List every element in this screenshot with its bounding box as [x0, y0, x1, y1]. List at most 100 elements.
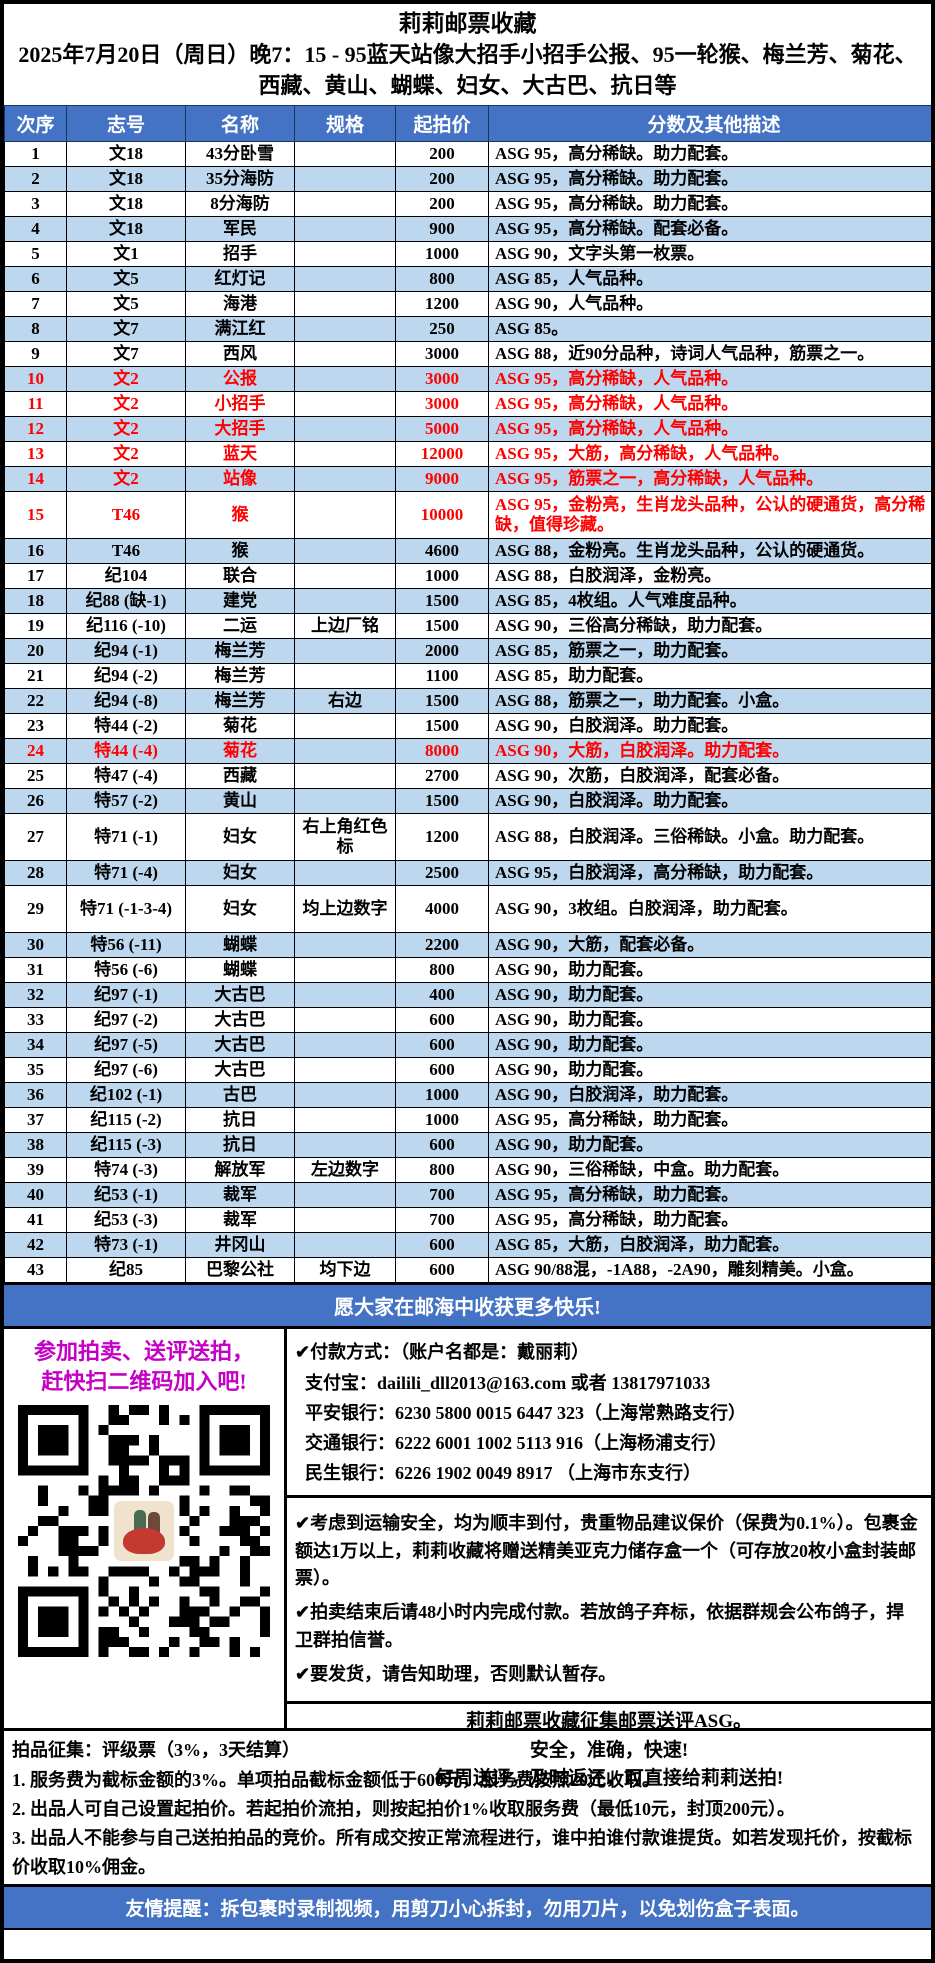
cell-spec	[294, 416, 396, 443]
cell-price: 2200	[395, 932, 489, 959]
cell-catalog: 纪102 (-1)	[66, 1082, 186, 1109]
cell-name: 菊花	[185, 713, 295, 740]
cell-order: 9	[4, 341, 67, 368]
cell-spec	[294, 563, 396, 590]
cell-description: ASG 90，三俗高分稀缺，助力配套。	[488, 613, 931, 640]
cell-price: 200	[395, 166, 489, 193]
cell-catalog: 纪85	[66, 1257, 186, 1284]
cell-order: 31	[4, 957, 67, 984]
shipping-note: ✔考虑到运输安全，均为顺丰到付，贵重物品建议保价（保费为0.1%）。包裹金额达1…	[295, 1512, 918, 1589]
cell-catalog: 文18	[66, 191, 186, 218]
cell-name: 建党	[185, 588, 295, 615]
cell-description: ASG 95，高分稀缺，助力配套。	[488, 1182, 931, 1209]
cell-name: 联合	[185, 563, 295, 590]
cell-catalog: 文2	[66, 466, 186, 493]
cell-name: 抗日	[185, 1132, 295, 1159]
cell-spec	[294, 663, 396, 690]
cell-order: 42	[4, 1232, 67, 1259]
cell-catalog: 特71 (-1-3-4)	[66, 885, 186, 934]
cell-catalog: 特71 (-4)	[66, 860, 186, 887]
cell-name: 小招手	[185, 391, 295, 418]
table-row: 2 文18 35分海防 200 ASG 95，高分稀缺。助力配套。	[4, 166, 931, 193]
cell-order: 7	[4, 291, 67, 318]
cell-order: 4	[4, 216, 67, 243]
cell-name: 黄山	[185, 788, 295, 815]
terms-item: 3. 出品人不能参与自己送拍拍品的竞价。所有成交按正常流程进行，谁中拍谁付款谁提…	[12, 1827, 912, 1878]
cell-spec	[294, 1207, 396, 1234]
cell-spec	[294, 957, 396, 984]
cell-name: 满江红	[185, 316, 295, 343]
table-row: 42 特73 (-1) 井冈山 600 ASG 85，大筋，白胶润泽，助力配套。	[4, 1232, 931, 1259]
cell-price: 12000	[395, 441, 489, 468]
cell-catalog: 特71 (-1)	[66, 813, 186, 862]
cell-order: 43	[4, 1257, 67, 1284]
cell-order: 38	[4, 1132, 67, 1159]
table-row: 22 纪94 (-8) 梅兰芳 右边 1500 ASG 88，筋票之一，助力配套。小盒。	[4, 688, 931, 715]
table-row: 26 特57 (-2) 黄山 1500 ASG 90，白胶润泽。助力配套。	[4, 788, 931, 815]
auction-table: 次序 志号 名称 规格 起拍价 分数及其他描述 1 文18 43分卧雪 200 ASG 95，高分…	[4, 105, 931, 1284]
cell-description: ASG 90，助力配套。	[488, 1132, 931, 1159]
cell-description: ASG 95，金粉亮，生肖龙头品种，公认的硬通货，高分稀缺，值得珍藏。	[488, 491, 931, 540]
cell-price: 400	[395, 982, 489, 1009]
cell-catalog: 纪88 (缺-1)	[66, 588, 186, 615]
cell-catalog: 文5	[66, 266, 186, 293]
cell-name: 海港	[185, 291, 295, 318]
cell-spec	[294, 982, 396, 1009]
cell-name: 大古巴	[185, 1057, 295, 1084]
cell-order: 19	[4, 613, 67, 640]
cell-price: 1500	[395, 788, 489, 815]
cell-spec	[294, 1232, 396, 1259]
table-row: 34 纪97 (-5) 大古巴 600 ASG 90，助力配套。	[4, 1032, 931, 1059]
cell-catalog: T46	[66, 491, 186, 540]
terms-item: 1. 服务费为截标金额的3%。单项拍品截标金额低于600元，服务费按照20元收取…	[12, 1769, 660, 1790]
cell-description: ASG 88，白胶润泽。三俗稀缺。小盒。助力配套。	[488, 813, 931, 862]
shipping-note: ✔要发货，请告知助理，否则默认暂存。	[295, 1664, 617, 1685]
table-header-row: 次序 志号 名称 规格 起拍价 分数及其他描述	[4, 105, 931, 143]
cell-catalog: 纪115 (-3)	[66, 1132, 186, 1159]
payment-line: 交通银行：6222 6001 1002 5113 916（上海杨浦支行）	[305, 1433, 728, 1454]
cell-order: 21	[4, 663, 67, 690]
cell-spec	[294, 713, 396, 740]
column-header: 次序	[4, 105, 67, 143]
cell-name: 梅兰芳	[185, 688, 295, 715]
table-row: 25 特47 (-4) 西藏 2700 ASG 90，次筋，白胶润泽，配套必备。	[4, 763, 931, 790]
table-row: 15 T46 猴 10000 ASG 95，金粉亮，生肖龙头品种，公认的硬通货，高分稀缺…	[4, 491, 931, 540]
cell-description: ASG 88，近90分品种，诗词人气品种，筋票之一。	[488, 341, 931, 368]
table-row: 37 纪115 (-2) 抗日 1000 ASG 95，高分稀缺，助力配套。	[4, 1107, 931, 1134]
cell-name: 大招手	[185, 416, 295, 443]
cell-order: 5	[4, 241, 67, 268]
cell-description: ASG 95，筋票之一，高分稀缺，人气品种。	[488, 466, 931, 493]
cell-catalog: T46	[66, 538, 186, 565]
cell-price: 200	[395, 191, 489, 218]
cell-spec: 右边	[294, 688, 396, 715]
table-row: 18 纪88 (缺-1) 建党 1500 ASG 85，4枚组。人气难度品种。	[4, 588, 931, 615]
footer: 参加拍卖、送评送拍， 赶快扫二维码加入吧! ✔付款方式：（账户名都是：戴丽莉） …	[4, 1329, 931, 1789]
table-row: 38 纪115 (-3) 抗日 600 ASG 90，助力配套。	[4, 1132, 931, 1159]
cell-price: 1000	[395, 563, 489, 590]
cell-order: 15	[4, 491, 67, 540]
cell-name: 蝴蝶	[185, 957, 295, 984]
table-row: 40 纪53 (-1) 裁军 700 ASG 95，高分稀缺，助力配套。	[4, 1182, 931, 1209]
cell-catalog: 纪104	[66, 563, 186, 590]
cell-catalog: 文7	[66, 341, 186, 368]
table-row: 21 纪94 (-2) 梅兰芳 1100 ASG 85，助力配套。	[4, 663, 931, 690]
table-row: 36 纪102 (-1) 古巴 1000 ASG 90，白胶润泽，助力配套。	[4, 1082, 931, 1109]
cell-order: 17	[4, 563, 67, 590]
cell-price: 700	[395, 1182, 489, 1209]
cell-description: ASG 85，4枚组。人气难度品种。	[488, 588, 931, 615]
cell-name: 梅兰芳	[185, 663, 295, 690]
cell-name: 裁军	[185, 1182, 295, 1209]
cell-description: ASG 90，助力配套。	[488, 957, 931, 984]
cell-spec: 均上边数字	[294, 885, 396, 934]
cell-description: ASG 95，高分稀缺，助力配套。	[488, 1107, 931, 1134]
cell-catalog: 纪115 (-2)	[66, 1107, 186, 1134]
cell-description: ASG 90，助力配套。	[488, 982, 931, 1009]
cell-spec	[294, 1082, 396, 1109]
cell-order: 18	[4, 588, 67, 615]
payment-block: ✔付款方式：（账户名都是：戴丽莉） 支付宝：dailili_dll2013@16…	[287, 1329, 931, 1498]
friendly-reminder-banner: 友情提醒：拆包裹时录制视频，用剪刀小心拆封，勿用刀片，以免划伤盒子表面。	[4, 1884, 931, 1931]
table-row: 20 纪94 (-1) 梅兰芳 2000 ASG 85，筋票之一，助力配套。	[4, 638, 931, 665]
cell-description: ASG 90，助力配套。	[488, 1032, 931, 1059]
cell-description: ASG 88，白胶润泽，金粉亮。	[488, 563, 931, 590]
table-row: 23 特44 (-2) 菊花 1500 ASG 90，白胶润泽。助力配套。	[4, 713, 931, 740]
